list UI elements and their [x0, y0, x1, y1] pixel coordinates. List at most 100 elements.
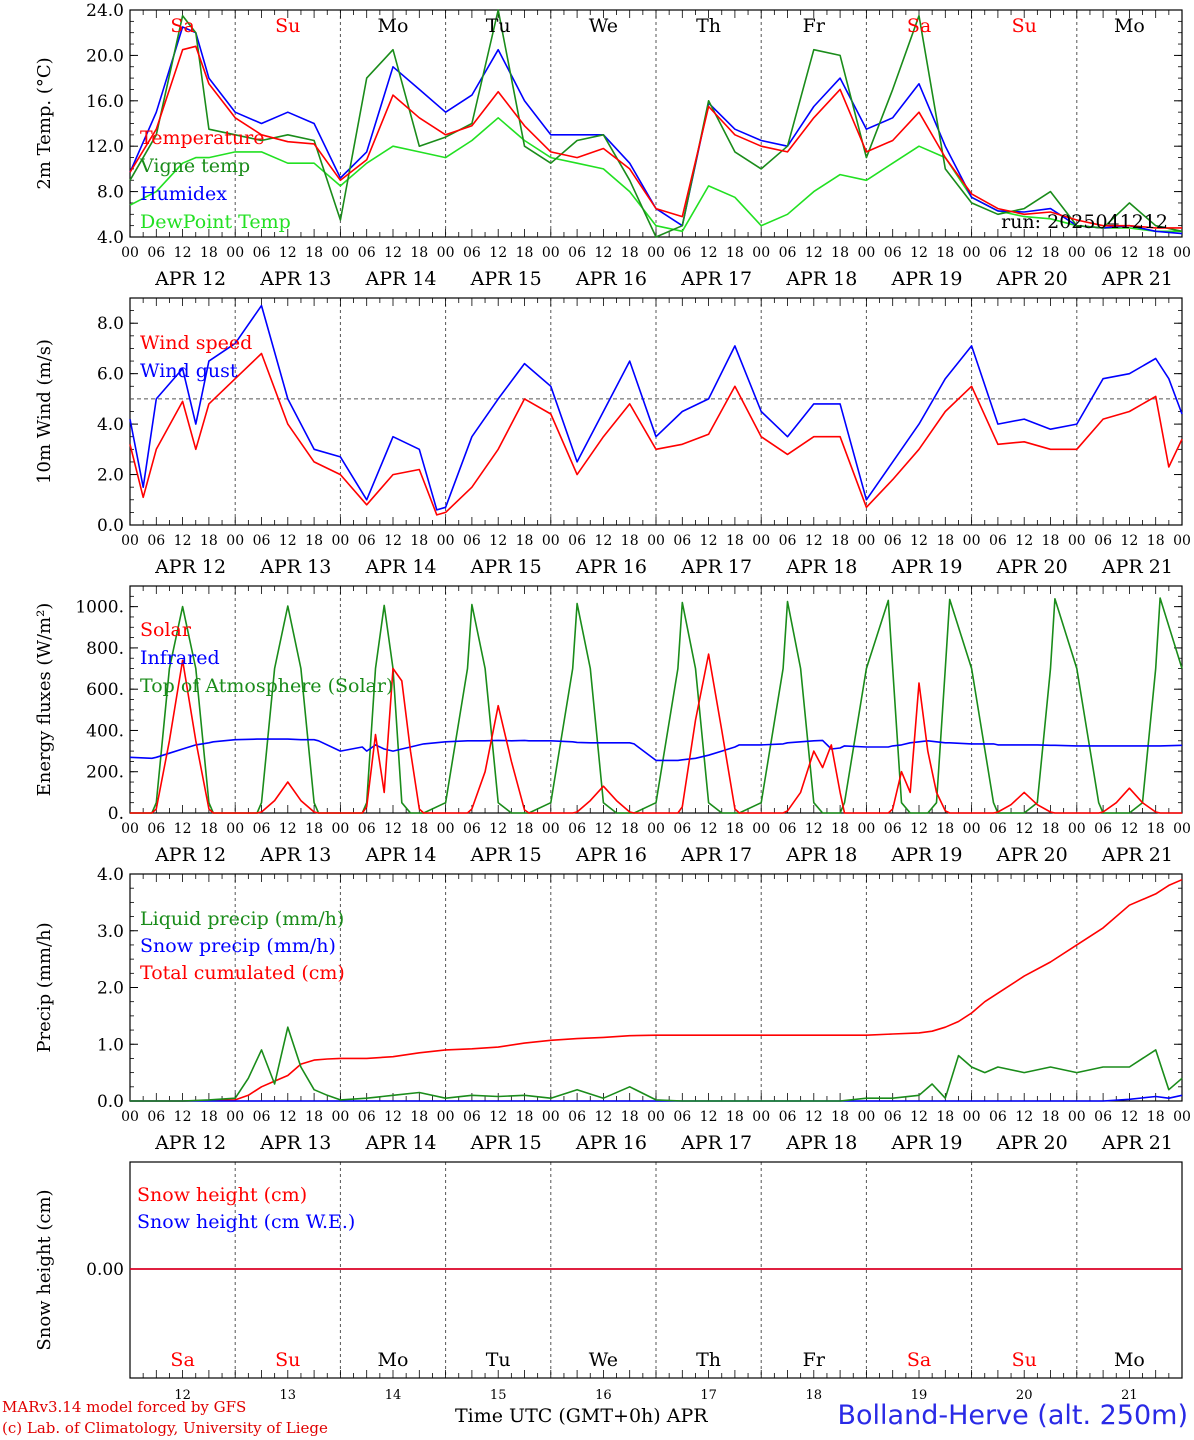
hour-tick-label: 00	[121, 245, 139, 261]
hour-tick-label: 18	[200, 1109, 218, 1125]
hour-tick-label: 18	[1147, 821, 1165, 837]
weekday-label: We	[589, 15, 618, 37]
weekday-label: Mo	[378, 15, 409, 37]
panel-4: 0.0 1.0 2.0 3.0 4.0 Precip (mm/h) Liquid preci…	[34, 865, 1191, 1154]
hour-tick-label: 00	[647, 245, 665, 261]
hour-tick-label: 18	[200, 533, 218, 549]
hour-tick-label: 06	[989, 245, 1007, 261]
hour-tick-label: 12	[700, 245, 718, 261]
hour-tick-label: 00	[963, 245, 981, 261]
date-label: APR 21	[1101, 1132, 1173, 1154]
y-tick-label: 800.	[86, 639, 124, 659]
day-number-label: 17	[700, 1388, 717, 1403]
hour-tick-label: 06	[253, 1109, 271, 1125]
hour-tick-label: 06	[253, 533, 271, 549]
weekday-label: We	[589, 1349, 618, 1371]
hour-tick-label: 00	[226, 533, 244, 549]
hour-tick-label: 12	[910, 1109, 928, 1125]
date-label: APR 17	[680, 556, 752, 578]
date-label: APR 16	[575, 844, 647, 866]
hour-tick-label: 06	[989, 821, 1007, 837]
legend-entry: Infrared	[140, 647, 220, 669]
y-tick-label: 8.0	[97, 314, 124, 334]
day-number-label: 19	[911, 1388, 928, 1403]
weekday-label: Su	[1012, 1349, 1037, 1371]
hour-tick-label: 18	[1042, 821, 1060, 837]
hour-tick-label: 06	[779, 533, 797, 549]
day-number-label: 20	[1016, 1388, 1033, 1403]
hour-tick-label: 18	[831, 821, 849, 837]
hour-tick-label: 06	[989, 533, 1007, 549]
day-number-label: 13	[280, 1388, 297, 1403]
date-label: APR 15	[470, 268, 542, 290]
model-credit: MARv3.14 model forced by GFS	[2, 1398, 247, 1416]
series-line-liquid-precip-mm-h-	[130, 1026, 1183, 1102]
hour-tick-label: 12	[594, 1109, 612, 1125]
date-label: APR 21	[1101, 556, 1173, 578]
hour-tick-label: 12	[279, 533, 297, 549]
date-label: APR 17	[680, 1132, 752, 1154]
hour-tick-label: 00	[542, 1109, 560, 1125]
day-number-label: 14	[385, 1388, 402, 1403]
hour-tick-label: 00	[857, 1109, 875, 1125]
hour-tick-label: 18	[410, 245, 428, 261]
hour-tick-label: 00	[437, 821, 455, 837]
hour-tick-label: 12	[174, 533, 192, 549]
date-label: APR 15	[470, 1132, 542, 1154]
hour-tick-label: 06	[1094, 245, 1112, 261]
y-axis-label: Energy fluxes (W/m²)	[34, 603, 55, 797]
hour-tick-label: 06	[253, 821, 271, 837]
date-label: APR 14	[364, 1132, 436, 1154]
y-tick-label: 12.0	[86, 137, 124, 157]
hour-tick-label: 12	[594, 533, 612, 549]
date-label: APR 16	[575, 268, 647, 290]
date-label: APR 13	[259, 1132, 331, 1154]
series-line-total-cumulated-cm-	[130, 878, 1183, 1102]
y-tick-label: 3.0	[97, 922, 124, 942]
legend-entry: Top of Atmosphere (Solar)	[140, 675, 393, 697]
date-label: APR 12	[154, 1132, 226, 1154]
hour-tick-label: 06	[147, 533, 165, 549]
hour-tick-label: 18	[516, 1109, 534, 1125]
hour-tick-label: 12	[489, 1109, 507, 1125]
weekday-label: Sa	[907, 15, 931, 37]
hour-tick-label: 18	[831, 1109, 849, 1125]
hour-tick-label: 18	[726, 245, 744, 261]
hour-tick-label: 12	[384, 1109, 402, 1125]
hour-tick-label: 12	[700, 533, 718, 549]
hour-tick-label: 00	[857, 245, 875, 261]
hour-tick-label: 00	[437, 245, 455, 261]
hour-tick-label: 00	[121, 1109, 139, 1125]
date-label: APR 16	[575, 556, 647, 578]
date-label: APR 18	[785, 844, 857, 866]
y-tick-label: 200.	[86, 763, 124, 783]
date-label: APR 19	[890, 268, 962, 290]
hour-tick-label: 12	[594, 821, 612, 837]
hour-tick-label: 12	[910, 533, 928, 549]
date-label: APR 13	[259, 844, 331, 866]
legend-entry: Humidex	[140, 183, 227, 205]
hour-tick-label: 18	[305, 245, 323, 261]
hour-tick-label: 00	[1068, 533, 1086, 549]
weekday-label: Th	[696, 15, 721, 37]
hour-tick-label: 00	[331, 821, 349, 837]
hour-tick-label: 18	[305, 533, 323, 549]
hour-tick-label: 00	[752, 821, 770, 837]
hour-tick-label: 12	[489, 533, 507, 549]
hour-tick-label: 00	[963, 821, 981, 837]
date-label: APR 21	[1101, 844, 1173, 866]
date-label: APR 19	[890, 1132, 962, 1154]
hour-tick-label: 18	[936, 245, 954, 261]
hour-tick-label: 00	[1068, 821, 1086, 837]
day-number-label: 12	[174, 1388, 191, 1403]
y-tick-label: 4.0	[97, 865, 124, 885]
hour-tick-label: 06	[463, 821, 481, 837]
hour-tick-label: 12	[279, 1109, 297, 1125]
date-label: APR 13	[259, 268, 331, 290]
hour-tick-label: 18	[200, 821, 218, 837]
weekday-label: Fr	[803, 15, 826, 37]
hour-tick-label: 00	[331, 245, 349, 261]
hour-tick-label: 06	[779, 245, 797, 261]
date-label: APR 19	[890, 844, 962, 866]
